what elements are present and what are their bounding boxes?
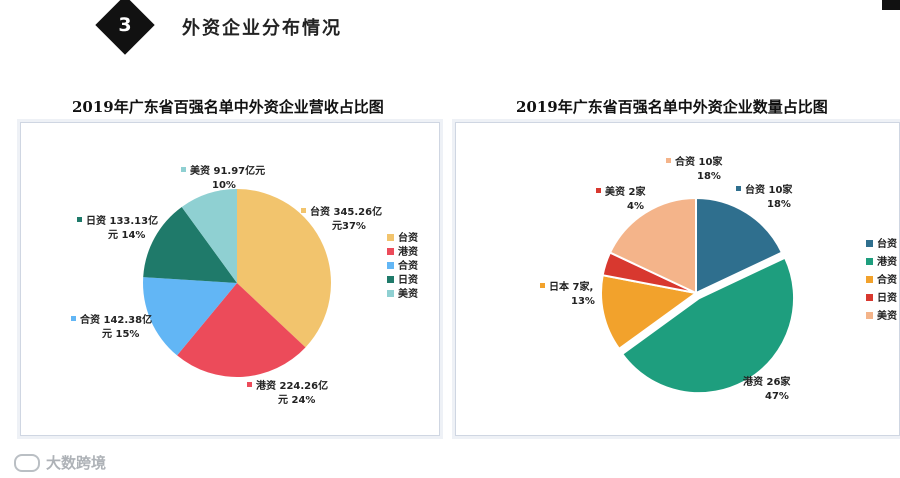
data-label-line2: 13% bbox=[571, 296, 595, 307]
data-label-line1: 日资 133.13亿 bbox=[86, 214, 158, 227]
section-number: 3 bbox=[118, 14, 132, 36]
pie-slice-1-1 bbox=[620, 256, 796, 395]
data-label-line1: 日本 7家, bbox=[549, 280, 593, 293]
data-label-line2: 4% bbox=[627, 201, 644, 212]
corner-mark bbox=[882, 0, 900, 10]
legend-swatch bbox=[866, 294, 873, 301]
data-label-line1: 美资 2家 bbox=[605, 185, 646, 198]
data-label-marker bbox=[540, 283, 545, 288]
legend-label: 台资 bbox=[398, 231, 418, 244]
data-label-marker bbox=[181, 167, 186, 172]
legend-swatch bbox=[866, 276, 873, 283]
data-label-line1: 合资 10家 bbox=[674, 155, 723, 168]
watermark-text: 大数跨境 bbox=[46, 454, 107, 472]
legend-label: 日资 bbox=[877, 291, 897, 304]
data-label-line2: 元37% bbox=[332, 220, 366, 232]
data-label-marker bbox=[247, 382, 252, 387]
data-label-marker bbox=[736, 186, 741, 191]
pie-slice-1-4 bbox=[608, 196, 697, 295]
pie-slice-1-2 bbox=[600, 274, 699, 351]
legend-swatch bbox=[866, 258, 873, 265]
data-label-line2: 10% bbox=[212, 180, 236, 191]
data-label-marker bbox=[734, 378, 739, 383]
pie-slice-1-0 bbox=[695, 196, 784, 295]
data-label-marker bbox=[666, 158, 671, 163]
legend-label: 美资 bbox=[398, 287, 418, 300]
chart-panel-count: 台资 10家 18% 台资港资 26家 47% 港资日本 7家, 13% 合资 美资 2家 4%… bbox=[455, 122, 900, 436]
legend-label: 日资 bbox=[398, 273, 418, 286]
data-label-line2: 18% bbox=[697, 171, 721, 182]
data-label-line2: 47% bbox=[765, 391, 789, 402]
legend-label: 台资 bbox=[877, 237, 897, 250]
watermark-logo-icon bbox=[14, 453, 40, 472]
data-label-line1: 台资 345.26亿 bbox=[310, 205, 382, 218]
pie-slice-0-1 bbox=[177, 283, 306, 377]
legend-label: 港资 bbox=[877, 255, 897, 268]
data-label-line2: 元 24% bbox=[278, 394, 315, 406]
data-label-marker bbox=[71, 316, 76, 321]
legend-swatch bbox=[387, 262, 394, 269]
data-label-marker bbox=[77, 217, 82, 222]
chart-panel-revenue: 台资 345.26亿 元37% 台资港资 224.26亿元 24% 港资合资 142.… bbox=[20, 122, 440, 436]
legend-swatch bbox=[866, 240, 873, 247]
legend-label: 港资 bbox=[398, 245, 418, 258]
legend-label: 合资 bbox=[876, 273, 897, 286]
chart-title-revenue: 2019年广东省百强名单中外资企业营收占比图 bbox=[72, 98, 384, 116]
data-label-line1: 港资 224.26亿 bbox=[256, 379, 328, 392]
legend-swatch bbox=[387, 276, 394, 283]
data-label-line2: 18% bbox=[767, 199, 791, 210]
data-label-line1: 港资 26家 bbox=[743, 375, 791, 388]
section-title: 外资企业分布情况 bbox=[182, 18, 342, 39]
data-label-marker bbox=[301, 208, 306, 213]
pie-slice-0-2 bbox=[143, 277, 237, 356]
pie-slice-0-3 bbox=[143, 206, 237, 283]
pie-slice-0-4 bbox=[181, 189, 237, 283]
data-label-line2: 元 15% bbox=[102, 328, 139, 340]
data-label-marker bbox=[596, 188, 601, 193]
data-label-line1: 台资 10家 bbox=[745, 183, 793, 196]
legend-swatch bbox=[387, 234, 394, 241]
data-label-line1: 美资 91.97亿元 bbox=[190, 164, 265, 177]
legend-label: 合资 bbox=[397, 259, 418, 272]
data-label-line2: 元 14% bbox=[108, 229, 145, 241]
chart-title-count: 2019年广东省百强名单中外资企业数量占比图 bbox=[516, 98, 828, 116]
watermark: 大数跨境 bbox=[14, 452, 106, 473]
legend-swatch bbox=[387, 248, 394, 255]
legend-swatch bbox=[387, 290, 394, 297]
data-label-line1: 合资 142.38亿 bbox=[79, 313, 152, 326]
legend-label: 美资 bbox=[877, 309, 897, 322]
pie-slice-0-0 bbox=[237, 189, 331, 348]
legend-swatch bbox=[866, 312, 873, 319]
